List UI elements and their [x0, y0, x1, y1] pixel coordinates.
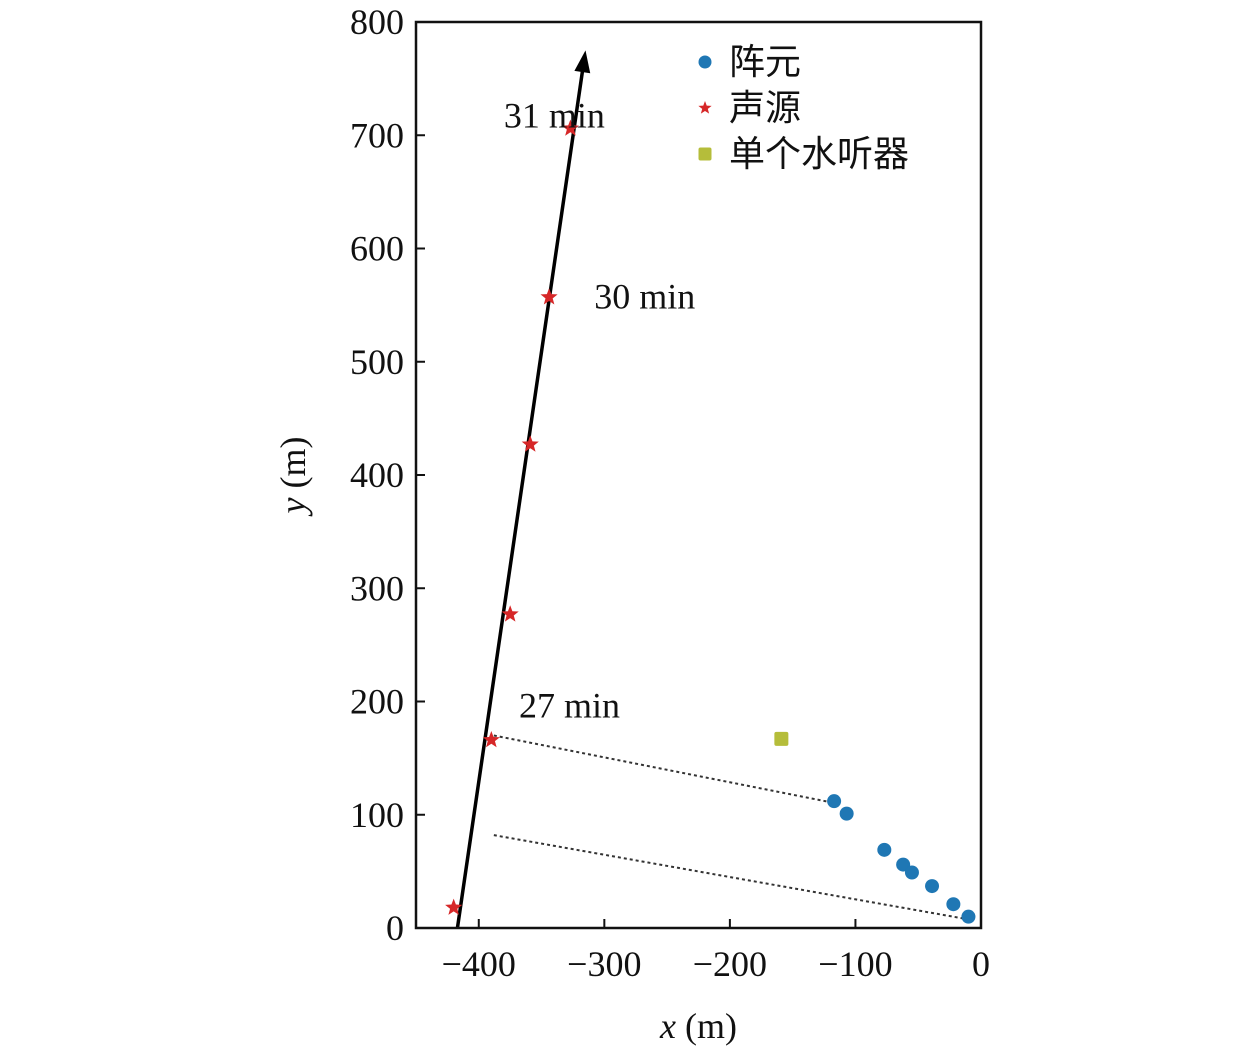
- legend-marker: [698, 55, 712, 69]
- y-tick-label: 600: [350, 229, 404, 269]
- axis-ticks-layer: −400 −300 −200 −100 0 0 100 200 300 400 500 600 700 8…: [350, 2, 990, 984]
- data-points-layer: [445, 119, 976, 924]
- y-tick-label: 200: [350, 682, 404, 722]
- time-annotation: 30 min: [594, 277, 695, 317]
- x-axis-label: x (m): [659, 1006, 737, 1046]
- trajectory-arrow-layer: [455, 50, 591, 929]
- hydrophone-point: [774, 731, 789, 746]
- legend-label: 声源: [729, 88, 801, 129]
- legend-label: 阵元: [729, 42, 801, 83]
- array-element-point: [961, 909, 976, 924]
- time-annotation: 31 min: [504, 95, 605, 135]
- x-tick-label: −100: [818, 944, 892, 984]
- y-tick-label: 800: [350, 2, 404, 42]
- array-element-point: [827, 794, 842, 809]
- dotted-guide-line: [493, 734, 837, 805]
- y-tick-label: 100: [350, 795, 404, 835]
- x-axis-label-var: x: [659, 1006, 676, 1046]
- legend-marker: [698, 101, 712, 114]
- x-axis-label-unit: (m): [676, 1006, 737, 1046]
- sound-source-point: [521, 435, 539, 452]
- time-annotation: 27 min: [519, 685, 620, 725]
- sound-source-point: [540, 288, 558, 305]
- sound-source-point: [561, 119, 579, 136]
- trajectory-arrow-head: [574, 50, 591, 74]
- array-element-point: [925, 879, 940, 894]
- array-element-point: [839, 806, 854, 821]
- y-tick-label: 300: [350, 568, 404, 608]
- y-tick-label: 700: [350, 115, 404, 155]
- legend-marker: [698, 147, 712, 161]
- array-element-point: [946, 897, 961, 912]
- x-tick-label: −400: [442, 944, 516, 984]
- y-tick-label: 0: [386, 908, 404, 948]
- x-tick-label: −300: [567, 944, 641, 984]
- annotations-layer: 31 min 30 min 27 min: [504, 95, 695, 725]
- sound-source-point: [482, 731, 500, 748]
- array-element-point: [877, 842, 892, 857]
- array-element-point: [904, 865, 919, 880]
- y-axis-label-unit: (m): [273, 437, 313, 498]
- x-tick-label: −200: [693, 944, 767, 984]
- dotted-guide-line: [493, 834, 967, 920]
- sound-source-point: [445, 898, 463, 915]
- y-axis-label: y (m): [273, 437, 313, 517]
- y-tick-label: 400: [350, 455, 404, 495]
- legend-label: 单个水听器: [729, 134, 909, 175]
- x-tick-label: 0: [972, 944, 990, 984]
- trajectory-arrow-shaft: [455, 67, 585, 929]
- sound-source-point: [501, 605, 519, 622]
- guide-lines-layer: [493, 734, 967, 920]
- y-tick-label: 500: [350, 342, 404, 382]
- y-axis-label-var: y: [273, 497, 313, 516]
